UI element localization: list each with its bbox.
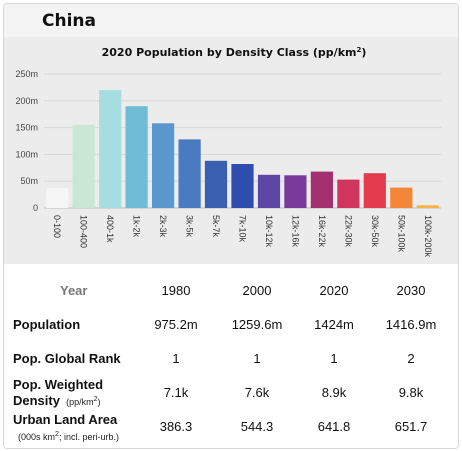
bar-3k-5k[interactable] xyxy=(178,139,201,208)
bar-0-100[interactable] xyxy=(46,188,69,208)
density-2000: 7.6k xyxy=(244,385,270,400)
weighted-density-line1: Pop. Weighted xyxy=(13,377,104,392)
urban-area-2030: 651.7 xyxy=(394,419,428,434)
y-tick-label: 0 xyxy=(33,203,38,213)
weighted-density-unit: (pp/km2) xyxy=(66,396,101,407)
density-2020: 8.9k xyxy=(321,385,347,400)
bar-2k-3k[interactable] xyxy=(152,123,175,208)
y-tick-label: 250m xyxy=(15,69,38,79)
bar-5k-7k[interactable] xyxy=(204,160,228,208)
urban-area-1980: 386.3 xyxy=(159,419,193,434)
x-tick-label: 12k-16k xyxy=(290,215,300,248)
density-chart-svg: 2020 Population by Density Class (pp/km2… xyxy=(15,46,441,258)
row-label-global-rank: Pop. Global Rank xyxy=(13,351,121,366)
y-tick-label: 50m xyxy=(20,176,38,186)
x-tick-label: 22k-30k xyxy=(343,215,353,248)
x-tick-label: 1k-2k xyxy=(132,215,142,238)
density-2030: 9.8k xyxy=(398,385,424,400)
year-2020: 2020 xyxy=(319,283,349,298)
x-tick-label: 50k-100k xyxy=(396,215,406,253)
row-label-weighted-density: Pop. Weighted Density (pp/km2) xyxy=(13,377,103,410)
urban-area-2020: 641.8 xyxy=(317,419,351,434)
y-tick-label: 200m xyxy=(15,96,38,106)
title-bar: China xyxy=(4,4,458,37)
bar-12k-16k[interactable] xyxy=(284,175,307,208)
chart-title-main: 2020 Population by Density Class (pp/km xyxy=(102,46,357,59)
population-1980: 975.2m xyxy=(154,317,198,332)
bar-400-1k[interactable] xyxy=(99,90,122,208)
country-title: China xyxy=(42,11,96,31)
x-tick-label: 16k-22k xyxy=(317,215,327,248)
x-tick-label: 400-1k xyxy=(105,215,115,243)
rank-2020: 1 xyxy=(330,351,338,366)
chart-title-sup: 2 xyxy=(356,46,361,54)
year-2030: 2030 xyxy=(396,283,426,298)
population-2000: 1259.6m xyxy=(231,317,283,332)
x-tick-label: 30k-50k xyxy=(370,215,380,248)
year-2000: 2000 xyxy=(242,283,272,298)
bar-7k-10k[interactable] xyxy=(231,164,254,208)
y-tick-label: 100m xyxy=(15,149,38,159)
bar-100-400[interactable] xyxy=(72,124,95,208)
bar-10k-12k[interactable] xyxy=(257,174,281,208)
x-tick-label: 5k-7k xyxy=(211,215,221,238)
stats-table: Year 1980 2000 2020 2030 Population 975.… xyxy=(4,264,458,448)
x-tick-label: 10k-12k xyxy=(264,215,274,248)
chart-title-end: ) xyxy=(361,46,366,59)
bar-22k-30k[interactable] xyxy=(337,179,360,208)
population-2020: 1424m xyxy=(314,317,354,332)
x-tick-label: 100-400 xyxy=(79,215,89,248)
density-1980: 7.1k xyxy=(163,385,189,400)
population-2030: 1416.9m xyxy=(385,317,437,332)
rank-1980: 1 xyxy=(172,351,180,366)
row-label-population: Population xyxy=(13,317,81,332)
bar-30k-50k[interactable] xyxy=(363,173,386,208)
year-header: Year xyxy=(60,283,88,298)
bar-100k-200k[interactable] xyxy=(416,205,439,208)
chart-title: 2020 Population by Density Class (pp/km2… xyxy=(102,46,367,59)
bar-1k-2k[interactable] xyxy=(125,106,148,208)
x-tick-label: 100k-200k xyxy=(423,215,433,258)
row-label-urban-land-area: Urban Land Area (000s km2; incl. peri-ur… xyxy=(13,412,119,445)
x-tick-label: 7k-10k xyxy=(238,215,248,243)
x-tick-label: 0-100 xyxy=(52,215,62,238)
year-1980: 1980 xyxy=(161,283,191,298)
x-tick-label: 2k-3k xyxy=(158,215,168,238)
x-tick-label: 3k-5k xyxy=(185,215,195,238)
bar-50k-100k[interactable] xyxy=(390,187,413,208)
y-tick-label: 150m xyxy=(15,123,38,133)
urban-area-2000: 544.3 xyxy=(240,419,274,434)
rank-2000: 1 xyxy=(253,351,261,366)
weighted-density-line2: Density xyxy=(13,393,60,408)
density-chart: 2020 Population by Density Class (pp/km2… xyxy=(4,37,458,264)
urban-land-area-unit: (000s km2; incl. peri-urb.) xyxy=(18,431,119,442)
city-card: China 2020 Population by Density Class (… xyxy=(3,3,459,449)
bar-16k-22k[interactable] xyxy=(310,171,333,208)
rank-2030: 2 xyxy=(407,351,415,366)
urban-land-area-label: Urban Land Area xyxy=(13,412,118,427)
